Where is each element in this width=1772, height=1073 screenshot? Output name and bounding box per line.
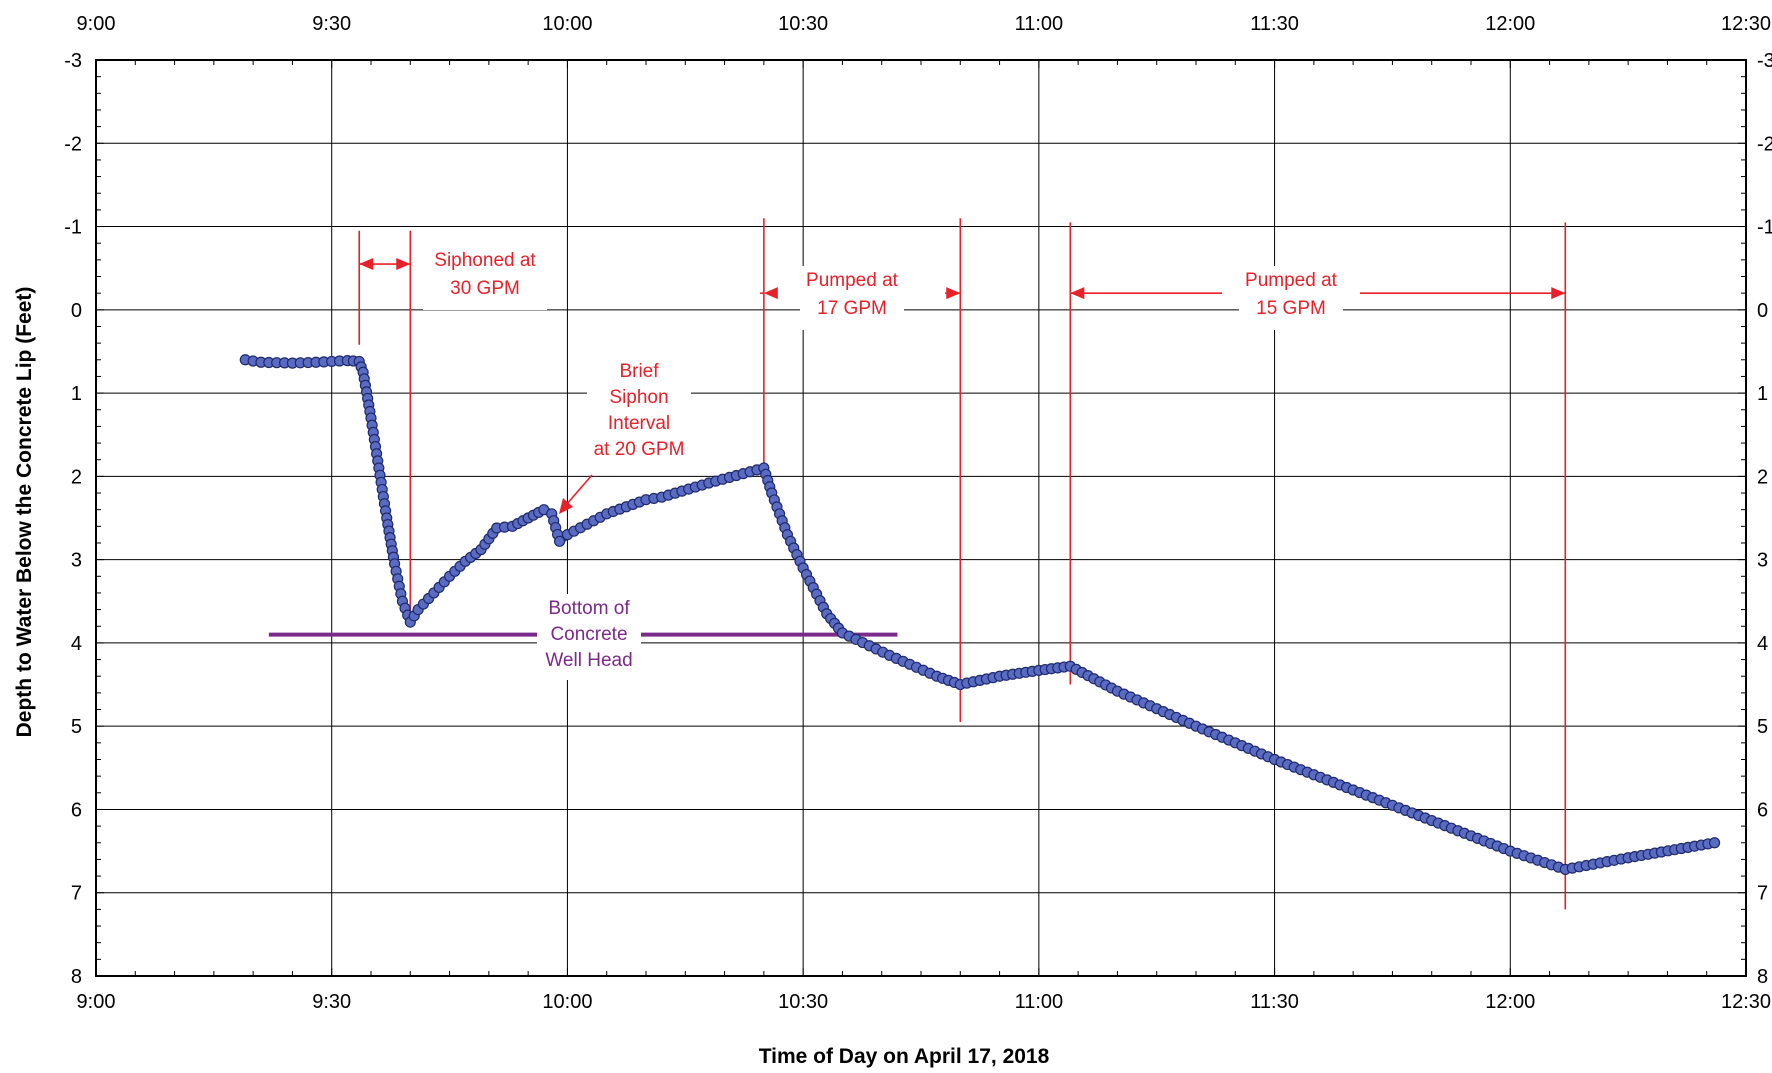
- x-tick-label: 11:30: [1250, 991, 1299, 1013]
- annotation-bg: [1239, 266, 1343, 330]
- x-axis-top-labels: 9:00 9:30 10:00 10:30 11:00 11:30 12:00 12:30: [77, 13, 1772, 35]
- x-tick-label: 12:00: [1485, 13, 1535, 35]
- annotation-text: Pumped at: [806, 270, 899, 291]
- y-tick-label: -1: [1757, 217, 1772, 239]
- y-tick-label: 8: [71, 966, 82, 988]
- series-point: [553, 535, 566, 547]
- annotation-text: Siphoned at: [434, 250, 536, 271]
- x-tick-label: 9:00: [77, 991, 116, 1013]
- x-tick-label: 12:30: [1721, 13, 1771, 35]
- x-axis-bottom-labels: 9:00 9:30 10:00 10:30 11:00 11:30 12:00 12:30: [77, 991, 1772, 1013]
- y-tick-label: 7: [71, 883, 82, 905]
- arrow-line: [565, 474, 593, 506]
- y-tick-label: 8: [1757, 966, 1768, 988]
- minor-ticks: [95, 59, 1747, 977]
- series-point: [1708, 837, 1721, 849]
- grid-lines: [95, 59, 1747, 977]
- x-tick-label: 11:30: [1250, 13, 1299, 35]
- arrow-head: [1551, 287, 1566, 300]
- annotation-well-head: Bottom of Concrete Well Head: [537, 594, 641, 680]
- arrow-head: [359, 258, 374, 271]
- y-tick-label: 3: [71, 550, 82, 572]
- x-tick-label: 12:00: [1485, 991, 1535, 1013]
- y-tick-label: 0: [1757, 300, 1768, 322]
- arrow-head: [559, 498, 573, 514]
- x-tick-label: 11:00: [1015, 991, 1064, 1013]
- annotation-pumped-15: Pumped at 15 GPM: [1239, 266, 1343, 330]
- annotation-pumped-17: Pumped at 17 GPM: [800, 266, 904, 330]
- y-tick-label: 4: [1757, 633, 1768, 655]
- y-tick-label: 0: [71, 300, 82, 322]
- arrow-head: [396, 258, 411, 271]
- arrow-head: [763, 287, 778, 300]
- annotation-text: Concrete: [550, 624, 627, 645]
- annotation-text: 15 GPM: [1256, 298, 1326, 319]
- y-tick-label: -1: [64, 217, 82, 239]
- x-tick-label: 10:00: [542, 13, 592, 35]
- series-depth: [239, 354, 1721, 876]
- y-tick-label: 6: [1757, 799, 1768, 821]
- arrow-head: [946, 287, 961, 300]
- x-tick-label: 11:00: [1015, 13, 1064, 35]
- x-tick-label: 10:00: [542, 991, 592, 1013]
- y-axis-left-labels: -3 -2 -1 0 1 2 3 4 5 6 7 8: [64, 50, 82, 988]
- y-axis-title: Depth to Water Below the Concrete Lip (F…: [13, 287, 36, 738]
- annotation-text: 17 GPM: [817, 298, 887, 319]
- annotation-siphoned-30: Siphoned at 30 GPM: [423, 246, 547, 310]
- y-tick-label: -2: [64, 133, 82, 155]
- y-tick-label: 5: [1757, 716, 1768, 738]
- annotation-text: Brief: [619, 361, 659, 382]
- y-tick-label: 6: [71, 799, 82, 821]
- y-axis-right-labels: -3 -2 -1 0 1 2 3 4 5 6 7 8: [1757, 50, 1772, 988]
- annotation-bg: [587, 357, 691, 469]
- annotation-bg: [423, 246, 547, 310]
- annotation-text: Well Head: [545, 650, 632, 671]
- x-axis-title: Time of Day on April 17, 2018: [759, 1045, 1050, 1068]
- y-tick-label: -3: [1757, 50, 1772, 72]
- y-tick-label: 3: [1757, 550, 1768, 572]
- y-tick-label: 4: [71, 633, 82, 655]
- plot-frame: [95, 59, 1747, 977]
- series-line: [241, 355, 1719, 874]
- x-tick-label: 9:30: [312, 991, 351, 1013]
- annotation-brief-siphon: Brief Siphon Interval at 20 GPM: [587, 357, 691, 469]
- y-tick-label: 1: [1757, 383, 1768, 405]
- y-tick-label: -3: [64, 50, 82, 72]
- annotation-text: Pumped at: [1245, 270, 1338, 291]
- annotation-bg: [537, 594, 641, 680]
- y-tick-label: -2: [1757, 133, 1772, 155]
- y-tick-label: 2: [1757, 466, 1768, 488]
- x-tick-label: 9:00: [77, 13, 116, 35]
- x-tick-label: 10:30: [778, 13, 828, 35]
- y-tick-label: 5: [71, 716, 82, 738]
- annotation-text: Siphon: [609, 387, 668, 408]
- interval-markers: [358, 218, 1567, 910]
- y-tick-label: 1: [71, 383, 82, 405]
- y-tick-label: 2: [71, 466, 82, 488]
- arrow-head: [1070, 287, 1085, 300]
- annotation-text: at 20 GPM: [594, 439, 685, 460]
- x-tick-label: 10:30: [778, 991, 828, 1013]
- annotation-text: Bottom of: [548, 598, 630, 619]
- x-tick-label: 12:30: [1721, 991, 1771, 1013]
- x-tick-label: 9:30: [312, 13, 351, 35]
- y-tick-label: 7: [1757, 883, 1768, 905]
- annotation-text: Interval: [608, 413, 670, 434]
- annotation-bg: [800, 266, 904, 330]
- annotation-text: 30 GPM: [450, 278, 520, 299]
